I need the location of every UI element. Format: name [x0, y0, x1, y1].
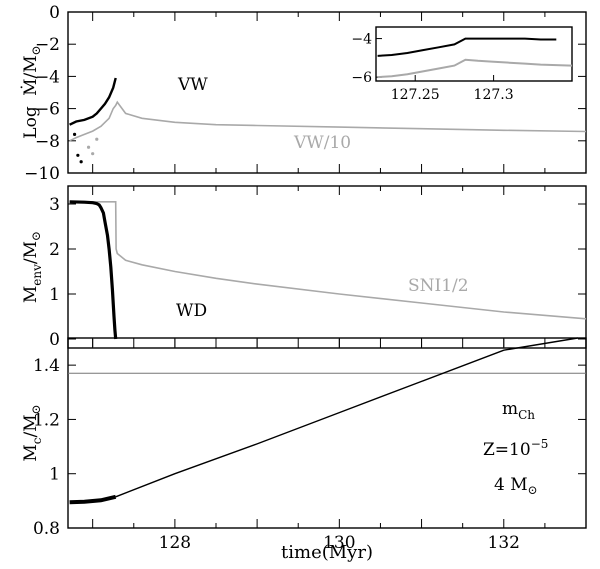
middle-panel-series — [69, 200, 587, 340]
annotation-vw: VW — [177, 75, 208, 95]
top-scatter-point — [79, 160, 83, 164]
middle-ytick-label: 2 — [49, 240, 60, 260]
annotation-metallicity: Z=10−5 — [483, 437, 548, 460]
inset-vw-10-line — [377, 58, 573, 79]
top-ytick-label: 0 — [49, 3, 60, 23]
middle-ytick-label: 3 — [49, 195, 60, 215]
top-vw-line — [69, 77, 117, 126]
inset-ytick-label: −4 — [351, 32, 372, 48]
middle-wd-line — [69, 200, 118, 340]
top-ytick-label: −4 — [35, 67, 60, 87]
top-scatter-point — [76, 153, 80, 157]
annotation-wd: WD — [176, 301, 207, 321]
top-ytick-label: −6 — [35, 100, 60, 120]
bottom-xtick-label: 132 — [488, 533, 520, 553]
top-ytick-label: −10 — [24, 164, 60, 184]
bottom-panel-series — [68, 337, 586, 505]
inset-xtick-label: 127.25 — [391, 87, 440, 103]
annotation-vw-10: VW/10 — [293, 133, 351, 153]
middle-panel-frame — [67, 185, 587, 349]
bottom-y-axis-label: Mc/M⊙ — [21, 404, 44, 461]
bottom-xtick-label: 128 — [159, 533, 191, 553]
middle-panel-axes: 0 1 2 3 — [49, 186, 587, 350]
inset-axes: −4 −6 127.25 127.3 — [351, 32, 513, 103]
inset-ytick-label: −6 — [351, 70, 372, 86]
top-scatter-point — [86, 145, 91, 149]
top-panel-series — [69, 77, 587, 164]
top-scatter-point — [91, 152, 95, 156]
bottom-ytick-label: 1 — [49, 465, 60, 485]
middle-y-axis-label: Menv/M⊙ — [21, 231, 44, 303]
top-scatter-point — [72, 132, 77, 136]
top-vw-10-line — [69, 100, 587, 142]
bottom-xtick-label: 130 — [323, 533, 355, 553]
top-panel-frame — [67, 11, 587, 174]
inset-vw-line — [377, 37, 557, 57]
bottom-panel-axes: 0.8 1 1.2 1.4 128 130 132 — [33, 338, 587, 553]
top-y-axis-label: Log Ṁ/M⊙ — [20, 45, 43, 138]
x-axis-label: time(Myr) — [281, 542, 373, 563]
inset-frame — [375, 26, 573, 82]
top-ytick-label: −2 — [35, 35, 60, 55]
top-panel-axes: 0 −2 −4 −6 −8 −10 — [24, 3, 587, 184]
inset-xtick-label: 127.3 — [474, 87, 514, 103]
bottom-panel-frame — [67, 337, 587, 529]
bottom-core-mass-line — [115, 337, 578, 498]
middle-sni1-2-line — [69, 201, 587, 320]
annotation-sni-half: SNI1/2 — [408, 276, 469, 296]
top-ytick-label: −8 — [35, 132, 60, 152]
bottom-ytick-label: 1.2 — [33, 410, 60, 430]
annotation-mch: mCh — [502, 399, 535, 422]
middle-ytick-label: 0 — [49, 330, 60, 350]
top-scatter-point — [95, 137, 99, 141]
inset-series — [377, 37, 573, 79]
bottom-ytick-label: 1.4 — [33, 356, 60, 376]
annotation-initial-mass: 4 M⊙ — [494, 475, 538, 497]
bottom-core-mass-early-line — [69, 494, 117, 505]
middle-ytick-label: 1 — [49, 285, 60, 305]
bottom-ytick-label: 0.8 — [33, 519, 60, 539]
